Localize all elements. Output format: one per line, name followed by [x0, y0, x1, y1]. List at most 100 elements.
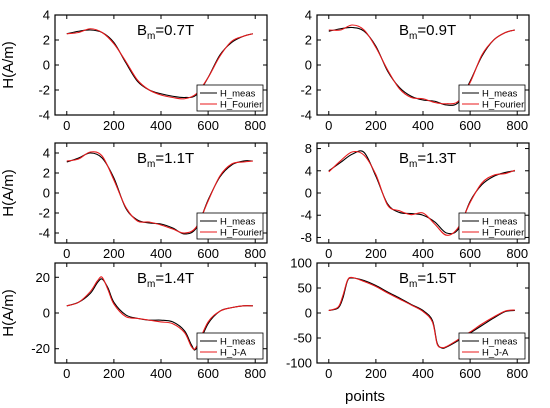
x-tick-label: 800	[506, 118, 528, 133]
y-tick-label: -2	[38, 206, 50, 221]
x-tick-label: 0	[325, 246, 332, 261]
legend-box	[458, 332, 526, 360]
y-tick-label: 50	[298, 281, 312, 296]
x-tick-label: 200	[365, 366, 387, 381]
field-annotation: Bm=1.5T	[399, 270, 456, 290]
y-tick-label: 0	[305, 186, 312, 201]
x-tick-label: 600	[197, 366, 219, 381]
y-tick-label: -8	[300, 230, 312, 245]
field-annotation: Bm=0.7T	[137, 22, 194, 42]
y-tick-label: 0	[43, 58, 50, 73]
y-tick-label: -4	[300, 108, 312, 123]
x-tick-label: 400	[150, 366, 172, 381]
legend-entry: H_Fourier	[220, 227, 262, 238]
x-tick-label: 200	[365, 246, 387, 261]
y-tick-label: 20	[36, 270, 50, 285]
x-tick-label: 400	[412, 246, 434, 261]
legend-entry: H_meas	[220, 88, 256, 99]
chart-panel-2: 0 200 400 600 800 -4 -2 0 2 4 Bm=0.9T H_measH_Fouri…	[300, 8, 530, 133]
series-line-h-j-a	[66, 276, 253, 350]
y-tick-label: 2	[43, 166, 50, 181]
x-tick-label: 600	[459, 246, 481, 261]
legend-box	[196, 212, 264, 240]
chart-panel-4: 0 200 400 600 800 -8 -4 0 4 8 Bm=1.3T H_measH_Fouri…	[300, 141, 530, 261]
y-tick-label: 0	[305, 306, 312, 321]
x-tick-label: 0	[325, 118, 332, 133]
field-annotation: Bm=1.4T	[137, 270, 194, 290]
field-annotation: Bm=1.1T	[137, 150, 194, 170]
legend-entry: H_meas	[482, 88, 518, 99]
y-tick-label: 4	[43, 146, 50, 161]
x-tick-label: 800	[244, 246, 266, 261]
legend-entry: H_Fourier	[220, 99, 262, 110]
y-tick-label: 0	[43, 186, 50, 201]
y-tick-label: 0	[43, 306, 50, 321]
x-tick-label: 600	[459, 366, 481, 381]
x-axis-label: points	[345, 388, 385, 405]
series-line-h-j-a	[328, 276, 515, 349]
y-tick-label: 2	[43, 33, 50, 48]
x-tick-label: 600	[197, 246, 219, 261]
chart-panel-1: 0 200 400 600 800 -4 -2 0 2 4 H(A/m) Bm=0.7T H_measH…	[0, 8, 268, 133]
y-tick-label: -2	[300, 83, 312, 98]
legend-entry: H_meas	[220, 216, 256, 227]
chart-panel-3: 0 200 400 600 800 -4 -2 0 2 4 H(A/m) Bm=1.1T H_measH…	[0, 142, 268, 261]
series-line-h-fourier	[66, 151, 253, 234]
x-tick-label: 200	[103, 246, 125, 261]
y-tick-label: -4	[38, 226, 50, 241]
series-line-h-meas	[66, 152, 253, 235]
x-tick-label: 800	[506, 246, 528, 261]
x-tick-label: 800	[244, 118, 266, 133]
legend-entry: H_meas	[482, 336, 518, 347]
legend-entry: H_J-A	[482, 347, 509, 358]
legend-entry: H_meas	[220, 336, 256, 347]
x-tick-label: 200	[103, 118, 125, 133]
legend-entry: H_meas	[482, 216, 518, 227]
x-tick-label: 800	[506, 366, 528, 381]
y-tick-label: 4	[305, 163, 312, 178]
series-line-h-fourier	[328, 24, 516, 105]
x-tick-label: 600	[197, 118, 219, 133]
legend-entry: H_Fourier	[482, 227, 524, 238]
y-tick-label: -20	[31, 341, 50, 356]
x-tick-label: 0	[63, 246, 70, 261]
field-annotation: Bm=0.9T	[399, 22, 456, 42]
legend-box	[458, 212, 526, 240]
legend-entry: H_J-A	[220, 347, 247, 358]
x-tick-label: 200	[103, 366, 125, 381]
y-tick-label: 8	[305, 141, 312, 156]
legend-box	[196, 84, 264, 112]
series-line-h-meas	[328, 26, 516, 106]
y-tick-label: 4	[305, 8, 312, 23]
y-tick-label: 0	[305, 58, 312, 73]
series-line-h-meas	[328, 150, 515, 235]
chart-panel-6: 0 200 400 600 800 -100 -50 0 50 100 Bm=1.5T H_measH…	[286, 256, 530, 381]
y-axis-label: H(A/m)	[0, 289, 17, 337]
y-tick-label: -50	[293, 331, 312, 346]
legend-box	[458, 84, 526, 112]
series-line-h-fourier	[328, 150, 516, 236]
x-tick-label: 400	[412, 118, 434, 133]
x-tick-label: 600	[459, 118, 481, 133]
y-tick-label: -100	[286, 356, 312, 371]
x-tick-label: 0	[63, 118, 70, 133]
y-tick-label: -2	[38, 83, 50, 98]
y-tick-label: 100	[290, 256, 312, 271]
y-tick-label: -4	[300, 208, 312, 223]
x-tick-label: 0	[63, 366, 70, 381]
chart-panels: 0 200 400 600 800-4-2024H(A/m)Bm=0.7TH_measH…	[0, 8, 530, 381]
legend-entry: H_Fourier	[482, 99, 524, 110]
field-annotation: Bm=1.3T	[399, 150, 456, 170]
y-tick-label: 2	[305, 33, 312, 48]
x-tick-label: 200	[365, 118, 387, 133]
x-tick-label: 400	[150, 246, 172, 261]
x-tick-label: 400	[150, 118, 172, 133]
y-tick-label: 4	[43, 8, 50, 23]
y-axis-label: H(A/m)	[0, 41, 17, 89]
